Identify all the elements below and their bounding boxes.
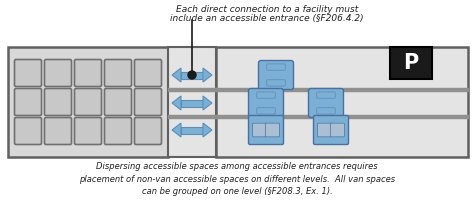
FancyBboxPatch shape — [15, 59, 42, 87]
Text: Dispersing accessible spaces among accessible entrances requires
placement of no: Dispersing accessible spaces among acces… — [79, 162, 395, 196]
FancyBboxPatch shape — [104, 117, 131, 145]
FancyBboxPatch shape — [45, 117, 72, 145]
FancyBboxPatch shape — [390, 47, 432, 79]
FancyBboxPatch shape — [15, 117, 42, 145]
FancyBboxPatch shape — [257, 92, 275, 98]
FancyBboxPatch shape — [248, 89, 283, 117]
Polygon shape — [172, 68, 181, 82]
Polygon shape — [203, 123, 212, 137]
Polygon shape — [172, 96, 181, 110]
FancyBboxPatch shape — [168, 47, 216, 157]
FancyBboxPatch shape — [74, 59, 101, 87]
Polygon shape — [172, 123, 181, 137]
FancyBboxPatch shape — [309, 89, 344, 117]
FancyBboxPatch shape — [45, 59, 72, 87]
Polygon shape — [203, 68, 212, 82]
Circle shape — [188, 71, 196, 79]
FancyBboxPatch shape — [74, 117, 101, 145]
FancyBboxPatch shape — [45, 89, 72, 115]
Text: P: P — [403, 53, 419, 73]
FancyBboxPatch shape — [313, 115, 348, 145]
Text: Each direct connection to a facility must: Each direct connection to a facility mus… — [176, 5, 358, 14]
FancyBboxPatch shape — [135, 89, 162, 115]
FancyBboxPatch shape — [104, 89, 131, 115]
FancyBboxPatch shape — [257, 108, 275, 114]
FancyBboxPatch shape — [330, 123, 345, 137]
FancyBboxPatch shape — [74, 89, 101, 115]
FancyBboxPatch shape — [265, 123, 280, 137]
FancyBboxPatch shape — [216, 47, 468, 157]
Polygon shape — [203, 96, 212, 110]
FancyBboxPatch shape — [317, 108, 335, 114]
FancyBboxPatch shape — [8, 47, 168, 157]
FancyBboxPatch shape — [104, 59, 131, 87]
Text: include an accessible entrance (§F206.4.2): include an accessible entrance (§F206.4.… — [170, 14, 364, 23]
FancyBboxPatch shape — [267, 64, 285, 70]
FancyBboxPatch shape — [253, 123, 267, 137]
FancyBboxPatch shape — [181, 100, 203, 107]
FancyBboxPatch shape — [135, 117, 162, 145]
FancyBboxPatch shape — [135, 59, 162, 87]
FancyBboxPatch shape — [317, 92, 335, 98]
FancyBboxPatch shape — [15, 89, 42, 115]
FancyBboxPatch shape — [267, 80, 285, 86]
FancyBboxPatch shape — [248, 115, 283, 145]
FancyBboxPatch shape — [258, 61, 293, 89]
FancyBboxPatch shape — [318, 123, 332, 137]
FancyBboxPatch shape — [181, 71, 203, 79]
FancyBboxPatch shape — [181, 127, 203, 133]
